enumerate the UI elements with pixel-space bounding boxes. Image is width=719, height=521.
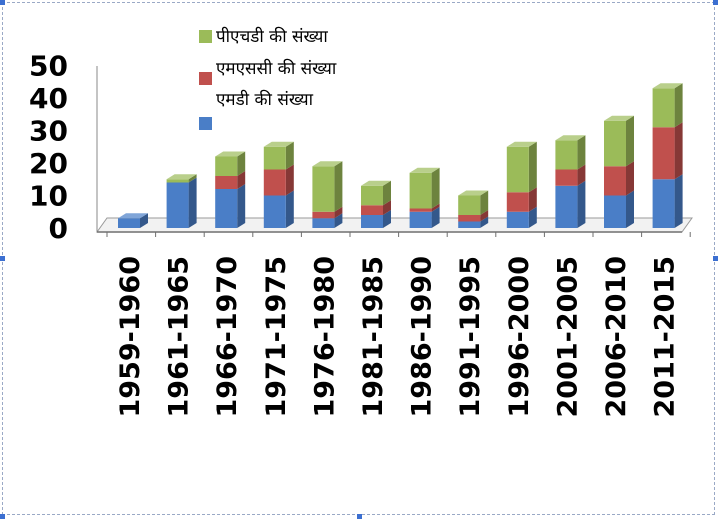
chart-axes <box>96 66 693 237</box>
x-tick-label: 1971-1975 <box>261 256 292 418</box>
bar-segment <box>458 216 489 228</box>
bar-segment <box>118 213 148 228</box>
x-tick-label: 2006-2010 <box>601 256 632 418</box>
bar-segment <box>458 210 489 222</box>
x-axis-ticks: 1959-1960 1961-1965 1966-1970 1971-1975 1976… <box>115 256 681 418</box>
bar-segment <box>312 161 343 212</box>
bar-segment <box>263 141 294 170</box>
bar-segment <box>312 213 343 228</box>
y-tick-label: 20 <box>29 147 68 180</box>
bar-segment <box>166 177 197 228</box>
resize-handle-top-left[interactable] <box>0 0 5 5</box>
bar-segment <box>652 122 683 180</box>
bar-segment <box>215 171 246 189</box>
y-tick-label: 50 <box>29 50 68 83</box>
x-tick-label: 1991-1995 <box>455 256 486 418</box>
legend-swatch <box>199 117 212 130</box>
bar-segment <box>555 135 586 170</box>
legend-swatch <box>199 30 212 43</box>
bar-segment <box>263 164 294 196</box>
resize-handle-bottom-center[interactable] <box>357 514 362 519</box>
x-tick-label: 1981-1985 <box>358 256 389 418</box>
bar-segment <box>604 190 634 228</box>
y-tick-label: 30 <box>29 115 68 148</box>
chart-bars <box>118 83 683 228</box>
bar-segment <box>263 190 294 228</box>
bar-segment <box>312 206 343 219</box>
resize-handle-middle-right[interactable] <box>713 256 718 261</box>
x-tick-label: 1996-2000 <box>504 256 535 418</box>
bar-segment <box>506 206 537 228</box>
bar-segment <box>409 203 440 212</box>
x-tick-label: 1959-1960 <box>115 256 146 418</box>
x-tick-label: 1961-1965 <box>164 256 195 418</box>
bar-segment <box>458 190 489 215</box>
x-tick-label: 2011-2015 <box>650 256 681 418</box>
legend-swatch <box>199 72 212 85</box>
bar-segment <box>652 174 683 228</box>
bar-segment <box>506 187 537 212</box>
bar-segment <box>361 180 391 206</box>
bar-segment <box>506 141 537 193</box>
bar-segment <box>604 161 634 196</box>
legend-label: एमएससी की संख्या <box>216 58 337 79</box>
bar-segment <box>652 83 683 128</box>
x-tick-label: 1986-1990 <box>407 256 438 418</box>
y-tick-label: 0 <box>49 212 68 245</box>
y-tick-label: 40 <box>29 82 68 115</box>
x-tick-label: 1976-1980 <box>309 256 340 418</box>
chart-legend: पीएचडी की संख्या एमएससी की संख्या एमडी की … <box>199 26 337 130</box>
x-tick-label: 1966-1970 <box>212 256 243 418</box>
bar-segment <box>409 167 440 209</box>
legend-label: एमडी की संख्या <box>216 89 314 110</box>
resize-handle-bottom-left[interactable] <box>0 514 5 519</box>
bar-segment <box>166 174 197 183</box>
y-tick-label: 10 <box>29 180 68 213</box>
bar-segment <box>409 206 440 228</box>
resize-handle-middle-left[interactable] <box>0 256 5 261</box>
bar-segment <box>604 115 634 167</box>
bar-segment <box>555 180 586 228</box>
bar-segment <box>215 184 246 228</box>
resize-handle-top-right[interactable] <box>713 0 718 5</box>
bar-segment <box>361 210 391 228</box>
bar-segment <box>215 151 246 176</box>
bar-segment <box>361 200 391 215</box>
legend-label: पीएचडी की संख्या <box>216 26 328 47</box>
bar-segment <box>555 164 586 186</box>
x-tick-label: 2001-2005 <box>552 256 583 418</box>
